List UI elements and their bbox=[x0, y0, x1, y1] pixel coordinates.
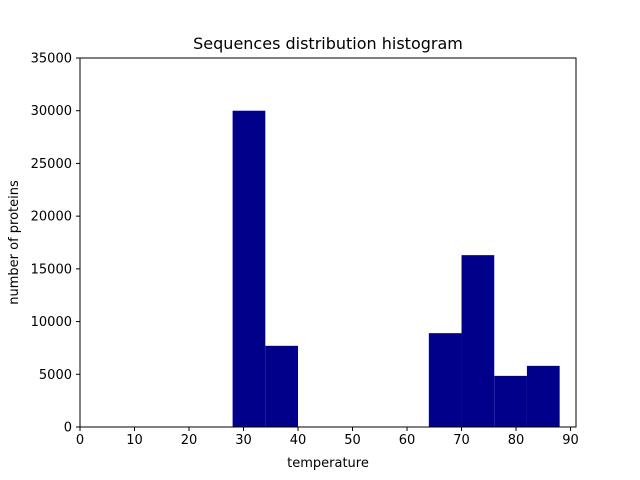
x-axis-label: temperature bbox=[287, 456, 369, 471]
x-tick-label: 60 bbox=[399, 433, 416, 448]
x-tick-label: 80 bbox=[508, 433, 525, 448]
y-tick-label: 10000 bbox=[31, 315, 72, 330]
x-tick-label: 40 bbox=[290, 433, 307, 448]
y-tick-label: 20000 bbox=[31, 210, 72, 225]
x-axis: 0 10 20 30 40 50 60 70 80 90 bbox=[76, 427, 579, 448]
histogram-bar-0 bbox=[232, 110, 266, 427]
y-tick-label: 35000 bbox=[31, 52, 72, 67]
x-tick-label: 30 bbox=[235, 433, 252, 448]
x-tick-label: 20 bbox=[181, 433, 198, 448]
chart-title: Sequences distribution histogram bbox=[193, 34, 463, 53]
y-tick-label: 25000 bbox=[31, 157, 72, 172]
histogram-bar-8 bbox=[494, 375, 527, 427]
x-tick-label: 10 bbox=[126, 433, 143, 448]
y-axis-label: number of proteins bbox=[7, 180, 22, 305]
y-tick-label: 5000 bbox=[39, 368, 72, 383]
y-tick-label: 0 bbox=[64, 421, 72, 436]
histogram-bar-9 bbox=[526, 365, 560, 427]
histogram-bar-6 bbox=[428, 333, 462, 427]
plot-frame bbox=[79, 57, 577, 428]
x-tick-label: 0 bbox=[76, 433, 84, 448]
y-tick-label: 15000 bbox=[31, 262, 72, 277]
histogram-bar-7 bbox=[461, 255, 495, 427]
y-axis: 0 5000 10000 15000 20000 25000 30000 35000 bbox=[31, 52, 80, 436]
x-tick-label: 50 bbox=[344, 433, 361, 448]
x-tick-label: 90 bbox=[562, 433, 579, 448]
bars-group bbox=[232, 110, 560, 427]
x-tick-label: 70 bbox=[453, 433, 470, 448]
y-tick-label: 30000 bbox=[31, 104, 72, 119]
histogram-bar-1 bbox=[265, 345, 299, 427]
